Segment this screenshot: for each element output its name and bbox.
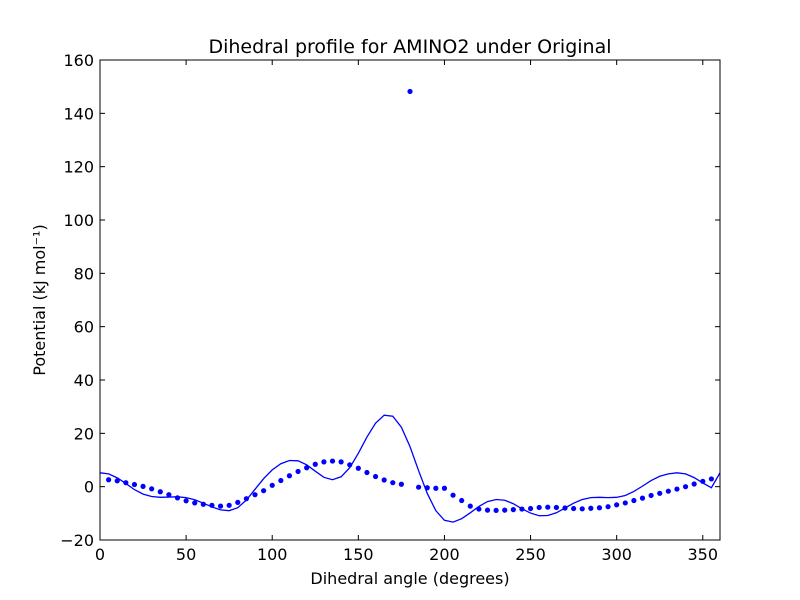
x-tick-label: 350 — [688, 545, 719, 564]
data-point — [519, 506, 525, 512]
x-tick-label: 150 — [343, 545, 374, 564]
data-point — [691, 481, 697, 487]
data-point — [424, 485, 430, 491]
data-point — [502, 507, 508, 513]
data-point — [329, 458, 336, 464]
data-point — [579, 506, 585, 512]
data-point — [493, 507, 499, 513]
x-tick-label: 200 — [429, 545, 460, 564]
y-tick-label: 80 — [74, 264, 94, 283]
data-point — [476, 506, 482, 512]
data-point — [433, 485, 439, 491]
data-point — [441, 485, 448, 491]
data-point — [338, 459, 344, 465]
x-tick-label: 300 — [601, 545, 632, 564]
plot-frame — [99, 59, 721, 541]
data-point — [484, 507, 491, 513]
data-point — [665, 488, 671, 494]
data-point — [123, 480, 129, 486]
data-point — [588, 505, 594, 511]
data-point — [174, 495, 181, 501]
data-point — [166, 492, 172, 498]
fitted-curve-layer — [100, 414, 720, 523]
x-tick-label: 250 — [515, 545, 546, 564]
data-point — [708, 476, 714, 482]
data-point — [545, 504, 551, 510]
y-tick-label: 0 — [84, 478, 94, 497]
data-point — [355, 465, 361, 471]
data-point — [295, 468, 301, 475]
data-point — [140, 483, 146, 489]
y-tick-label: 60 — [74, 318, 94, 337]
y-tick-label: 160 — [63, 51, 94, 70]
data-point — [304, 465, 310, 471]
y-tick-label: −20 — [60, 531, 94, 550]
data-point — [114, 478, 120, 484]
y-tick-label: 100 — [63, 211, 94, 230]
axes: 0 50 100 150 200 250 300 350−200204060801001201… — [60, 51, 721, 564]
data-point — [657, 490, 663, 496]
data-point — [321, 459, 327, 465]
data-point — [614, 502, 620, 508]
data-point — [278, 477, 284, 484]
chart-title: Dihedral profile for AMINO2 under Origin… — [208, 36, 611, 58]
x-tick-label: 50 — [176, 545, 196, 564]
data-point — [364, 469, 370, 476]
data-point — [286, 473, 293, 479]
data-point — [605, 504, 611, 510]
data-point — [312, 461, 318, 467]
data-point — [562, 505, 568, 511]
data-point — [596, 505, 603, 511]
y-axis-label: Potential (kJ mol⁻¹) — [30, 224, 49, 375]
x-axis-label: Dihedral angle (degrees) — [310, 569, 509, 588]
y-tick-label: 40 — [74, 371, 94, 390]
data-point — [217, 503, 224, 509]
data-point — [682, 484, 689, 490]
data-point — [527, 505, 534, 512]
data-points-layer — [106, 88, 714, 513]
data-point — [347, 462, 353, 468]
y-tick-label: 20 — [74, 424, 94, 443]
data-point — [390, 480, 396, 486]
data-point — [639, 495, 646, 501]
data-point — [700, 478, 706, 484]
data-point — [398, 481, 404, 487]
data-point — [261, 488, 267, 494]
data-point — [149, 486, 155, 492]
data-point — [674, 486, 680, 492]
x-tick-label: 0 — [95, 545, 105, 564]
data-point — [243, 496, 249, 502]
data-point — [450, 492, 456, 498]
y-tick-label: 140 — [63, 104, 94, 123]
x-tick-label: 100 — [257, 545, 288, 564]
data-point — [622, 500, 628, 506]
data-point — [510, 507, 516, 513]
data-point — [252, 492, 258, 498]
data-point — [553, 504, 559, 511]
data-point — [467, 503, 473, 509]
data-point — [571, 505, 577, 512]
data-point — [157, 489, 163, 495]
data-point — [407, 88, 413, 95]
data-point — [536, 504, 542, 511]
data-point — [372, 473, 379, 480]
data-point — [235, 499, 241, 505]
data-point — [269, 482, 275, 488]
data-point — [209, 502, 215, 508]
data-point — [200, 501, 206, 507]
data-point — [226, 502, 232, 508]
data-point — [106, 477, 112, 483]
data-point — [648, 492, 654, 499]
data-point — [131, 481, 138, 488]
data-point — [381, 477, 387, 483]
data-point — [631, 497, 637, 504]
data-point — [192, 500, 198, 506]
y-tick-label: 120 — [63, 158, 94, 177]
data-point — [183, 498, 189, 504]
data-point — [416, 484, 422, 490]
fitted-curve-line — [100, 414, 720, 523]
data-point — [459, 497, 465, 504]
